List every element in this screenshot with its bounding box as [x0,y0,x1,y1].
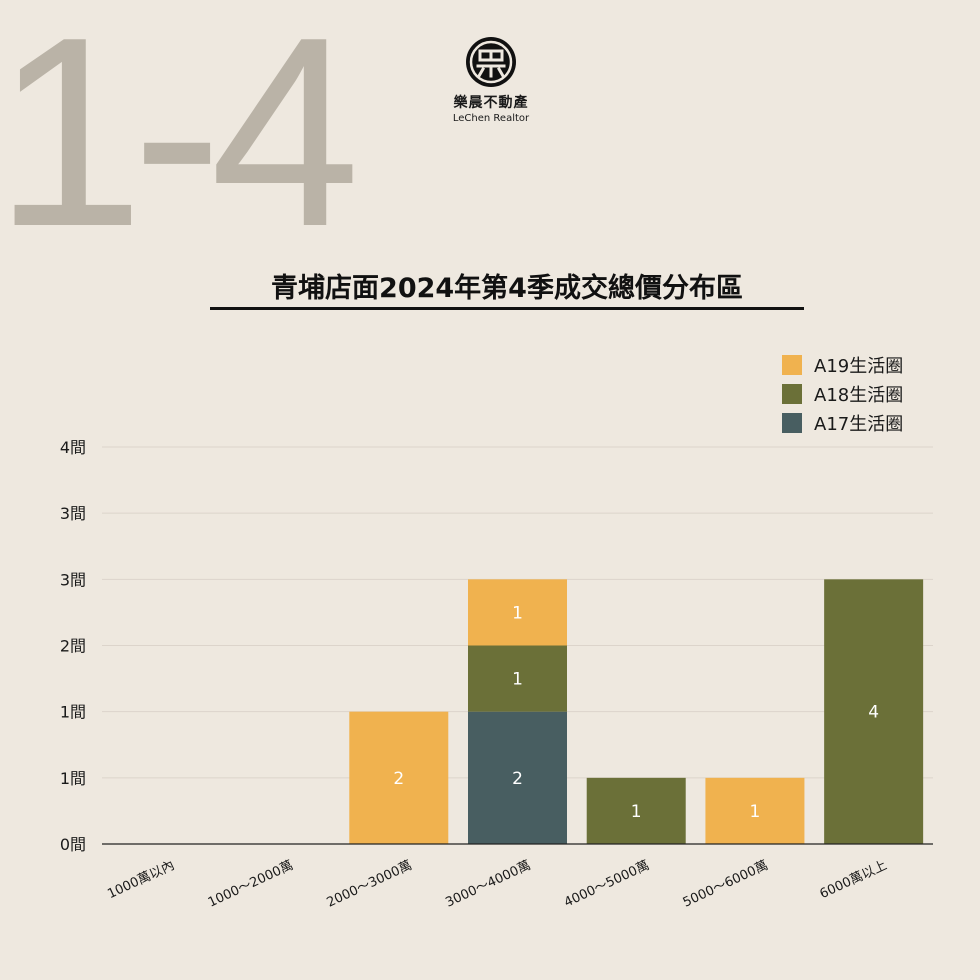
lechen-seal-logo-icon [466,37,516,87]
bar-segment [586,777,686,844]
bar-segment [705,777,805,844]
y-tick-label: 0間 [60,835,86,854]
legend-label-a17: A17生活圈 [814,413,904,435]
page-number: 1-4 [0,0,360,283]
legend-item-a18: A18生活圈 [782,379,903,408]
y-tick-label: 3間 [60,570,86,589]
x-tick-label: 6000萬以上 [818,858,890,902]
x-tick-label: 2000～3000萬 [325,858,415,911]
chart-legend: A19生活圈 A18生活圈 A17生活圈 [782,350,903,437]
bar-segment [349,711,449,844]
bar-segment [468,711,567,844]
bar-segment [468,579,567,646]
x-tick-label: 1000～2000萬 [206,858,296,911]
y-tick-label: 4間 [60,438,86,457]
legend-item-a17: A17生活圈 [782,408,903,437]
y-tick-label: 3間 [60,504,86,523]
x-tick-label: 3000～4000萬 [443,858,533,911]
legend-swatch-a18 [782,383,802,404]
bar-segment [468,645,567,712]
data-label: 1 [631,802,642,822]
legend-item-a19: A19生活圈 [782,350,903,379]
data-label: 1 [750,802,761,822]
legend-label-a19: A19生活圈 [814,355,904,377]
data-label: 1 [512,670,523,690]
stacked-bar-chart: 0間 1間 1間 2間 3間 3間 4間 2 2 1 1 1 1 4 1000萬以內 1000～2000萬 20… [60,438,933,911]
data-label: 4 [868,703,879,723]
x-tick-label: 1000萬以內 [105,858,177,902]
brand-name-en: LeChen Realtor [452,113,530,124]
y-tick-label: 2間 [60,637,86,656]
data-label: 2 [512,769,523,789]
brand-name-cn: 樂晨不動產 [453,95,529,111]
legend-swatch-a19 [782,354,802,375]
data-label: 2 [393,769,404,789]
data-label: 1 [512,603,523,623]
x-tick-label: 5000～6000萬 [681,858,771,911]
y-tick-label: 1間 [60,769,86,788]
x-tick-label: 4000～5000萬 [562,858,652,911]
bar-segment [824,579,924,844]
legend-swatch-a17 [782,412,802,433]
y-tick-label: 1間 [60,703,86,722]
legend-label-a18: A18生活圈 [814,384,904,406]
title-underline [210,307,804,310]
brand-logo: 樂晨不動產 LeChen Realtor [440,36,542,124]
chart-title: 青埔店面2024年第4季成交總價分布區 [271,273,743,304]
